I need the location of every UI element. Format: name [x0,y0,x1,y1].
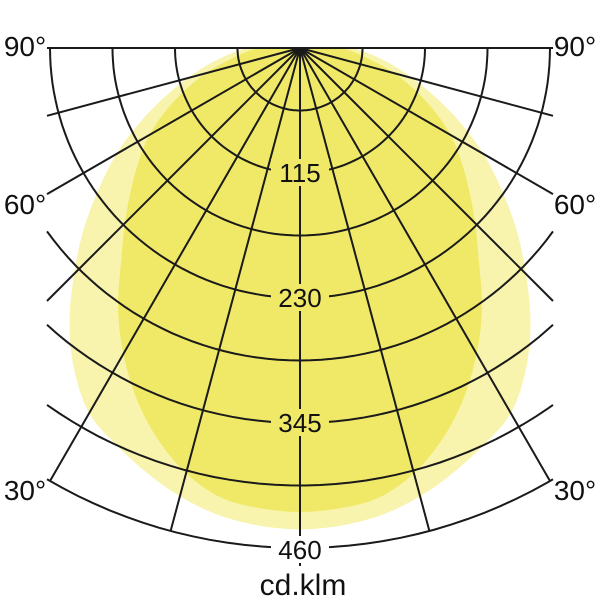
angle-label-right-30: 30° [554,475,596,506]
radial-label-mask-115 [271,159,329,186]
radial-tick-label-115: 115 [279,158,320,188]
radial-tick-label-460: 460 [278,535,321,565]
angle-label-right-90: 90° [554,31,596,62]
radial-grid-line-75 [299,47,554,117]
radial-grid-line--45 [46,47,301,302]
radial-tick-label-230: 230 [278,283,321,313]
angle-label-right-60: 60° [554,189,596,220]
grid-arc-172.5 [111,47,489,237]
grid-arc-402.5 [46,404,554,487]
radial-grid-line-45 [299,47,554,302]
radial-grid-line--60 [46,47,301,195]
unit-label: cd.klm [260,569,347,600]
angle-label-left-90: 90° [4,31,46,62]
radial-tick-label-345: 345 [278,408,321,438]
radial-grid-line-60 [299,47,554,195]
radial-label-mask-460 [271,536,329,563]
radial-label-mask-230 [271,284,329,311]
grid-arc-57.5 [236,48,364,112]
radial-grid-line--75 [46,47,301,117]
radial-label-mask-345 [271,409,329,436]
angle-label-left-60: 60° [4,189,46,220]
angle-label-left-30: 30° [4,475,46,506]
grid-arc-287.5 [46,230,554,362]
